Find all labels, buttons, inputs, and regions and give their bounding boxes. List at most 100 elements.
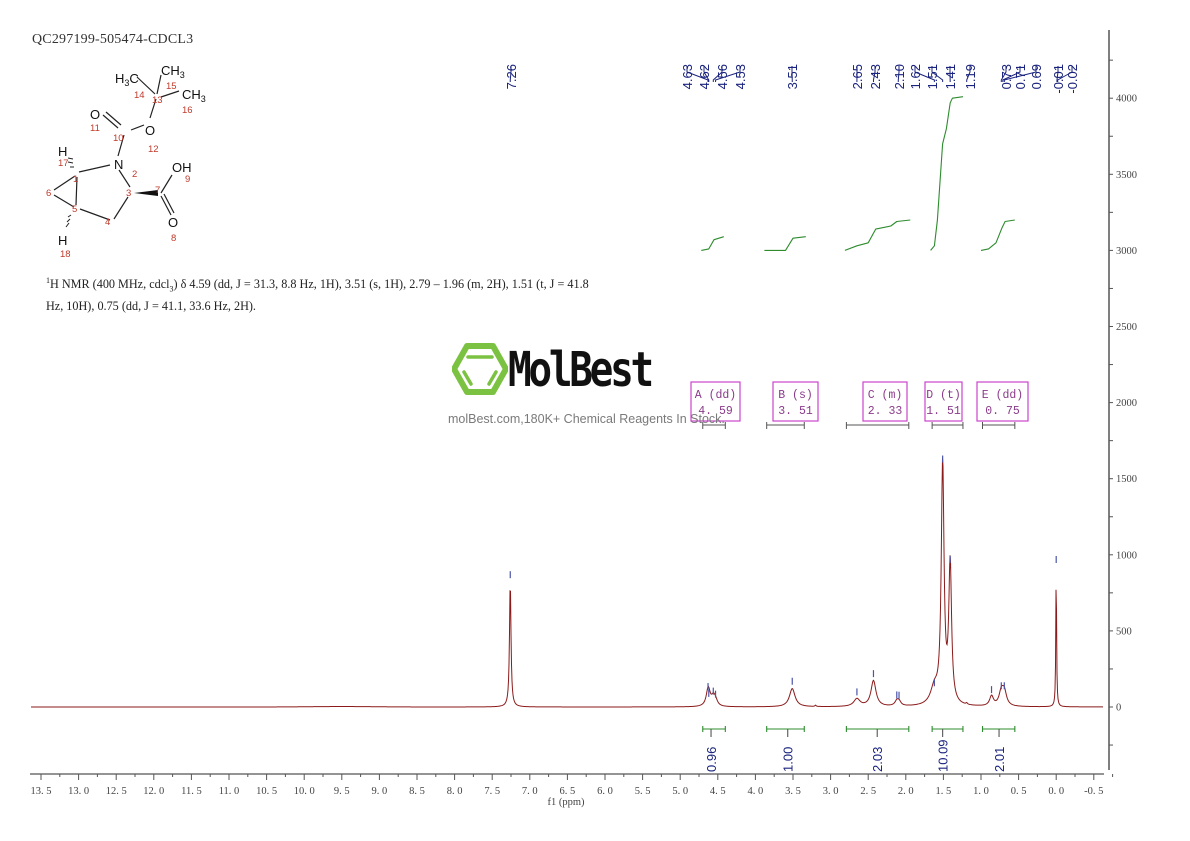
x-tick-label: 9. 0 bbox=[372, 786, 388, 797]
multiplet-shift: 0. 75 bbox=[985, 405, 1020, 418]
nmr-solvent-subscript: 3 bbox=[169, 284, 174, 294]
multiplet-label: A (dd) bbox=[695, 389, 736, 402]
peak-shift-label: 0.69 bbox=[1029, 64, 1044, 89]
peak-shift-label: -0.02 bbox=[1065, 64, 1080, 94]
x-tick-label: 10. 0 bbox=[294, 786, 315, 797]
svg-text:7: 7 bbox=[155, 185, 160, 196]
integral-value: 2.01 bbox=[992, 747, 1007, 772]
peak-shift-label: 0.71 bbox=[1013, 64, 1028, 89]
integral-value: 2.03 bbox=[870, 747, 885, 772]
x-tick-label: 9. 5 bbox=[334, 786, 350, 797]
nmr-nucleus-superscript: 1 bbox=[46, 276, 50, 285]
benzene-logo-icon bbox=[452, 343, 508, 395]
svg-text:6: 6 bbox=[46, 188, 51, 199]
molecule-structure: H3C CH3 CH3 O O N H OH O H 14 15 13 16 1… bbox=[46, 63, 206, 260]
peak-shift-label: 4.56 bbox=[715, 64, 730, 89]
y-tick-label: 500 bbox=[1116, 626, 1132, 637]
svg-text:14: 14 bbox=[134, 90, 145, 101]
svg-text:4: 4 bbox=[105, 217, 110, 228]
multiplet-label: D (t) bbox=[926, 389, 961, 402]
nmr-text-part-b: ) δ 4.59 (dd, J = 31.3, 8.8 Hz, 1H), 3.5… bbox=[46, 277, 589, 313]
peak-shift-label: 4.53 bbox=[733, 64, 748, 89]
svg-text:13: 13 bbox=[152, 95, 163, 106]
svg-text:10: 10 bbox=[113, 133, 124, 144]
multiplet-annotations: A (dd) 4. 59 B (s) 3. 51 C (m) 2. 33 D (t) 1. 5… bbox=[690, 381, 1029, 429]
nmr-text-part-a: H NMR (400 MHz, cdcl bbox=[50, 277, 170, 292]
y-tick-label: 4000 bbox=[1116, 94, 1137, 105]
svg-text:11: 11 bbox=[90, 123, 100, 134]
x-tick-label: 11. 5 bbox=[181, 786, 202, 797]
y-tick-label: 2500 bbox=[1116, 322, 1137, 333]
svg-text:5: 5 bbox=[72, 204, 77, 215]
x-tick-label: 3. 5 bbox=[785, 786, 801, 797]
x-axis: 13. 5 13. 0 12. 5 12. 0 11. 5 11. 0 10. 5 10. 0… bbox=[30, 773, 1114, 797]
peak-shift-label: 2.65 bbox=[850, 64, 865, 89]
multiplet-shift: 3. 51 bbox=[778, 405, 813, 418]
x-tick-label: 6. 5 bbox=[560, 786, 576, 797]
peak-labels: 7.26 4.63 4.62 4.56 4.53 3.51 2.65 2.43 2.10 1.62… bbox=[504, 64, 1080, 94]
multiplet-label: B (s) bbox=[778, 389, 813, 402]
integral-value: 10.09 bbox=[936, 739, 951, 772]
watermark-brand: MolBest bbox=[508, 342, 654, 398]
atom-o-8: O bbox=[168, 215, 178, 230]
integral-brackets: 0.96 1.00 2.03 10.09 2.01 bbox=[702, 726, 1016, 772]
watermark-tagline: molBest.com,180K+ Chemical Reagents In S… bbox=[448, 412, 725, 426]
nmr-description: 1H NMR (400 MHz, cdcl3) δ 4.59 (dd, J = … bbox=[46, 273, 606, 314]
x-tick-label: 8. 5 bbox=[409, 786, 425, 797]
x-tick-label: 12. 0 bbox=[143, 786, 164, 797]
multiplet-shift: 4. 59 bbox=[698, 405, 733, 418]
atom-h3c: H3C bbox=[115, 71, 139, 88]
atom-h-17: H bbox=[58, 144, 67, 159]
sample-id-title: QC297199-505474-CDCL3 bbox=[32, 32, 194, 47]
svg-text:18: 18 bbox=[60, 249, 71, 260]
x-tick-label: 6. 0 bbox=[597, 786, 613, 797]
y-tick-label: 2000 bbox=[1116, 398, 1137, 409]
peak-shift-label: -0.01 bbox=[1051, 64, 1066, 94]
x-tick-label: 10. 5 bbox=[256, 786, 277, 797]
peak-shift-label: 4.62 bbox=[697, 64, 712, 89]
svg-text:16: 16 bbox=[182, 105, 193, 116]
x-tick-label: 2. 5 bbox=[860, 786, 876, 797]
multiplet-label: C (m) bbox=[868, 389, 903, 402]
x-tick-label: 13. 5 bbox=[31, 786, 52, 797]
svg-text:3: 3 bbox=[126, 188, 131, 199]
svg-text:12: 12 bbox=[148, 144, 159, 155]
x-tick-label: -0. 5 bbox=[1084, 786, 1103, 797]
y-tick-label: 1500 bbox=[1116, 474, 1137, 485]
x-tick-label: 5. 5 bbox=[635, 786, 651, 797]
x-tick-label: 1. 0 bbox=[973, 786, 989, 797]
x-tick-label: 4. 5 bbox=[710, 786, 726, 797]
y-tick-label: 3500 bbox=[1116, 170, 1137, 181]
atom-o-11: O bbox=[90, 107, 100, 122]
x-tick-label: 0. 0 bbox=[1048, 786, 1064, 797]
integral-curves bbox=[701, 96, 1015, 251]
peak-shift-label: 1.19 bbox=[963, 64, 978, 89]
peak-shift-label: 0.73 bbox=[999, 64, 1014, 89]
y-tick-label: 3000 bbox=[1116, 246, 1137, 257]
atom-o-12: O bbox=[145, 123, 155, 138]
multiplet-label: E (dd) bbox=[982, 389, 1023, 402]
x-tick-label: 11. 0 bbox=[219, 786, 240, 797]
peak-shift-label: 2.10 bbox=[892, 64, 907, 89]
atom-h-18: H bbox=[58, 233, 67, 248]
svg-text:17: 17 bbox=[58, 158, 69, 169]
multiplet-shift: 2. 33 bbox=[868, 405, 903, 418]
peak-shift-label: 1.51 bbox=[925, 64, 940, 89]
peak-shift-label: 4.63 bbox=[680, 64, 695, 89]
y-axis: 0 500 1000 1500 2000 2500 3000 3500 4000 bbox=[1108, 30, 1137, 770]
atom-ch3-16: CH3 bbox=[182, 87, 206, 104]
x-tick-label: 12. 5 bbox=[106, 786, 127, 797]
peak-shift-label: 2.43 bbox=[868, 64, 883, 89]
y-tick-label: 0 bbox=[1116, 703, 1121, 714]
atom-n-2: N bbox=[114, 157, 123, 172]
svg-text:9: 9 bbox=[185, 174, 190, 185]
x-tick-label: 8. 0 bbox=[447, 786, 463, 797]
peak-shift-label: 1.62 bbox=[908, 64, 923, 89]
integral-value: 0.96 bbox=[704, 747, 719, 772]
x-tick-label: 3. 0 bbox=[823, 786, 839, 797]
y-tick-label: 1000 bbox=[1116, 550, 1137, 561]
spectrum-trace bbox=[31, 455, 1103, 708]
peak-shift-label: 7.26 bbox=[504, 64, 519, 89]
svg-text:1: 1 bbox=[73, 174, 78, 185]
